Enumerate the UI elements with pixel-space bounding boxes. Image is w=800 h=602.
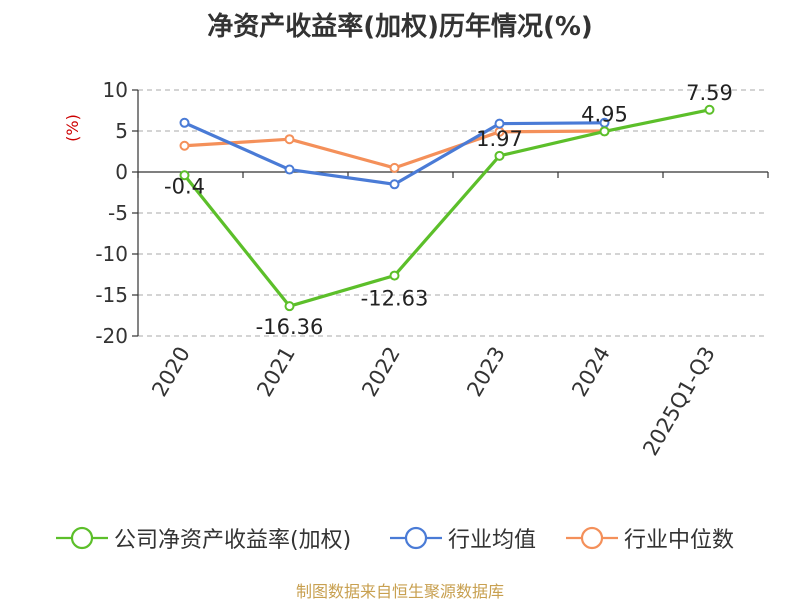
data-point — [389, 179, 400, 190]
legend-item: 行业均值 — [390, 520, 536, 556]
data-point — [494, 118, 505, 129]
data-label: 4.95 — [581, 102, 628, 126]
data-label: -12.63 — [361, 287, 429, 311]
legend-label: 行业中位数 — [624, 528, 735, 553]
legend-item: 公司净资产收益率(加权) — [56, 520, 351, 556]
chart-title: 净资产收益率(加权)历年情况(%) — [207, 12, 593, 42]
y-tick-label: -20 — [95, 324, 128, 348]
axes: 10 5 0 -5 -10 -15 -20 (%) 2020 2021 2022 2023 2024 20… — [63, 78, 769, 460]
x-tick-label: 2024 — [567, 343, 615, 401]
data-point — [179, 140, 190, 151]
y-axis-label: (%) — [63, 114, 82, 142]
x-tick-label: 2020 — [147, 343, 195, 401]
legend-swatch — [56, 526, 108, 550]
data-label: 1.97 — [476, 127, 523, 151]
data-point — [704, 104, 715, 115]
x-tick-label: 2025Q1-Q3 — [638, 343, 720, 460]
data-point — [284, 134, 295, 145]
legend-item: 行业中位数 — [566, 520, 734, 556]
data-point — [494, 150, 505, 161]
x-tick-label: 2022 — [357, 343, 405, 401]
data-point — [284, 164, 295, 175]
y-tick-label: -10 — [95, 242, 128, 266]
grid-lines — [138, 89, 768, 337]
legend-swatch — [390, 526, 442, 550]
data-point — [179, 170, 190, 181]
legend-swatch — [566, 526, 618, 550]
source-note: 制图数据来自恒生聚源数据库 — [295, 582, 504, 601]
y-tick-label: 10 — [103, 78, 128, 102]
legend-label: 行业均值 — [448, 528, 537, 553]
y-tick-label: -5 — [108, 201, 128, 225]
x-tick-label: 2023 — [462, 343, 510, 401]
y-tick-label: -15 — [95, 283, 128, 307]
data-point — [179, 117, 190, 128]
data-label: -16.36 — [256, 315, 324, 339]
x-tick-label: 2021 — [252, 343, 300, 401]
legend-label: 公司净资产收益率(加权) — [114, 528, 352, 553]
data-labels: -0.4 -16.36 -12.63 1.97 4.95 7.59 — [164, 81, 733, 339]
line-chart: 10 5 0 -5 -10 -15 -20 (%) 2020 2021 2022 2023 2024 20… — [63, 78, 769, 460]
data-point — [389, 162, 400, 173]
series-line — [183, 108, 710, 308]
y-tick-label: 5 — [115, 119, 128, 143]
y-tick-label: 0 — [115, 160, 128, 184]
data-point — [599, 126, 610, 137]
data-label: 7.59 — [686, 81, 733, 105]
series-lines — [179, 104, 715, 312]
data-label: -0.4 — [164, 174, 205, 198]
data-point — [284, 301, 295, 312]
data-point — [389, 270, 400, 281]
chart-legend: 公司净资产收益率(加权) 行业均值 行业中位数 — [0, 520, 800, 560]
